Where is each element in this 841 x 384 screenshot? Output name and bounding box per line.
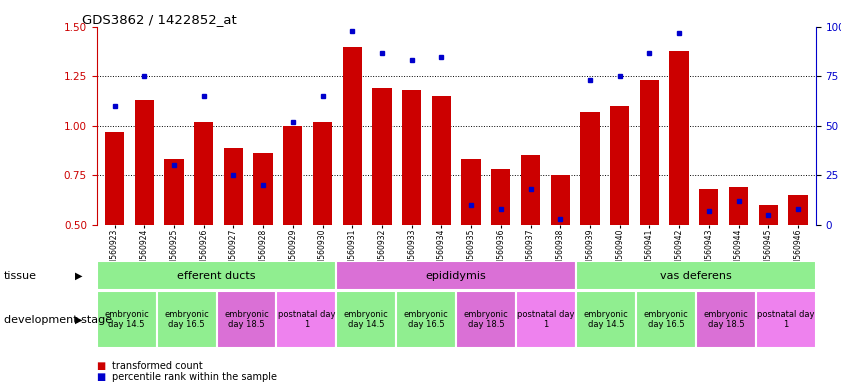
Bar [194, 122, 214, 225]
Text: efferent ducts: efferent ducts [177, 270, 256, 281]
Bar [580, 112, 600, 225]
Text: ■: ■ [97, 361, 109, 371]
Bar [729, 187, 748, 225]
Text: ▶: ▶ [75, 314, 82, 325]
Bar [342, 47, 362, 225]
Bar [699, 189, 718, 225]
Bar [97, 291, 156, 348]
Bar [576, 261, 816, 290]
Bar [313, 122, 332, 225]
Text: ■: ■ [97, 372, 109, 382]
Bar [396, 291, 456, 348]
Text: transformed count: transformed count [112, 361, 203, 371]
Text: embryonic
day 14.5: embryonic day 14.5 [344, 310, 389, 329]
Bar [277, 291, 336, 348]
Bar [636, 291, 696, 348]
Bar [135, 100, 154, 225]
Text: embryonic
day 18.5: embryonic day 18.5 [704, 310, 748, 329]
Bar [491, 169, 510, 225]
Bar [576, 291, 636, 348]
Bar [788, 195, 807, 225]
Bar [283, 126, 303, 225]
Bar [640, 80, 659, 225]
Text: development stage: development stage [4, 314, 113, 325]
Text: postnatal day
1: postnatal day 1 [517, 310, 575, 329]
Bar [462, 159, 481, 225]
Text: postnatal day
1: postnatal day 1 [278, 310, 336, 329]
Bar [336, 291, 396, 348]
Bar [164, 159, 183, 225]
Bar [456, 291, 516, 348]
Bar [551, 175, 570, 225]
Text: embryonic
day 16.5: embryonic day 16.5 [643, 310, 688, 329]
Bar [610, 106, 629, 225]
Text: tissue: tissue [4, 270, 37, 281]
Text: embryonic
day 16.5: embryonic day 16.5 [164, 310, 209, 329]
Text: embryonic
day 18.5: embryonic day 18.5 [464, 310, 509, 329]
Text: epididymis: epididymis [426, 270, 487, 281]
Bar [336, 261, 576, 290]
Text: embryonic
day 16.5: embryonic day 16.5 [404, 310, 448, 329]
Bar [97, 261, 336, 290]
Bar [402, 90, 421, 225]
Bar [516, 291, 576, 348]
Bar [156, 291, 216, 348]
Bar [253, 154, 272, 225]
Bar [696, 291, 756, 348]
Bar [669, 51, 689, 225]
Bar [759, 205, 778, 225]
Text: GDS3862 / 1422852_at: GDS3862 / 1422852_at [82, 13, 237, 26]
Text: embryonic
day 14.5: embryonic day 14.5 [584, 310, 628, 329]
Bar [521, 156, 540, 225]
Text: vas deferens: vas deferens [660, 270, 732, 281]
Bar [756, 291, 816, 348]
Text: postnatal day
1: postnatal day 1 [757, 310, 815, 329]
Bar [431, 96, 451, 225]
Text: percentile rank within the sample: percentile rank within the sample [112, 372, 277, 382]
Text: embryonic
day 18.5: embryonic day 18.5 [225, 310, 269, 329]
Text: embryonic
day 14.5: embryonic day 14.5 [104, 310, 149, 329]
Text: ▶: ▶ [75, 270, 82, 281]
Bar [224, 147, 243, 225]
Bar [373, 88, 392, 225]
Bar [105, 132, 124, 225]
Bar [217, 291, 277, 348]
